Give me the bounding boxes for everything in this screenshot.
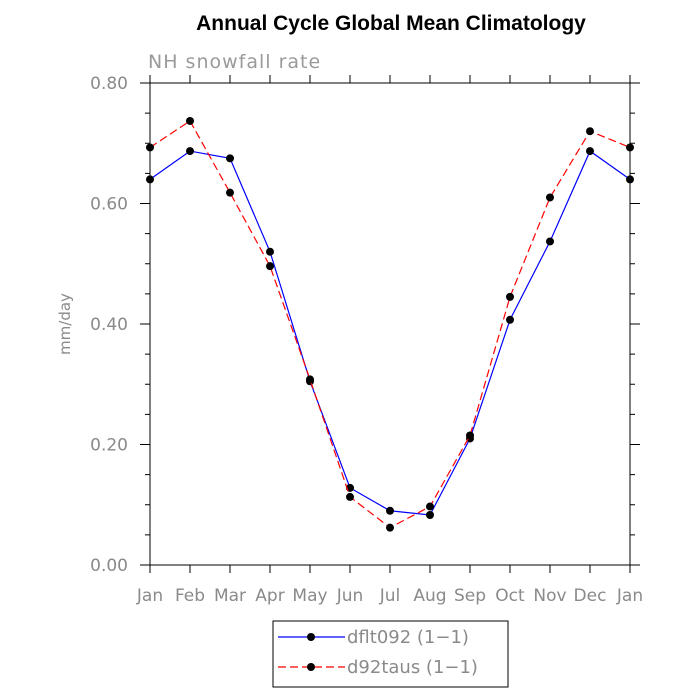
data-point — [626, 143, 634, 152]
data-point — [586, 127, 594, 136]
y-tick-label: 0.80 — [90, 74, 128, 94]
data-point — [186, 116, 194, 125]
x-tick-label: Oct — [495, 586, 525, 606]
y-tick-label: 0.60 — [90, 195, 128, 215]
x-tick-label: Feb — [175, 586, 205, 606]
data-point — [426, 502, 434, 511]
data-point — [186, 147, 194, 156]
x-tick-label: Jul — [379, 586, 401, 606]
x-tick-label: Sep — [454, 586, 486, 606]
data-point — [386, 506, 394, 515]
y-tick-labels: 0.00 0.20 0.40 0.60 0.80 — [90, 74, 128, 576]
x-tick-label: Mar — [214, 586, 246, 606]
data-point — [266, 262, 274, 271]
legend-entry-1: dflt092 (1−1) — [278, 627, 469, 648]
y-tick-label: 0.40 — [90, 315, 128, 335]
plot-frame — [149, 82, 631, 566]
legend-box — [272, 620, 509, 688]
x-tick-labels: Jan Feb Mar Apr May Jun Jul Aug Sep Oct Nov Dec Jan — [136, 586, 643, 606]
data-point — [146, 175, 154, 184]
data-point — [426, 510, 434, 519]
x-tick-label: May — [292, 586, 327, 606]
y-tick-label: 0.20 — [90, 436, 128, 456]
data-point — [306, 375, 314, 384]
data-point — [386, 523, 394, 532]
data-point — [506, 315, 514, 324]
data-point — [506, 292, 514, 301]
data-point — [546, 193, 554, 202]
data-point — [266, 247, 274, 256]
data-point — [626, 175, 634, 184]
legend: dflt092 (1−1) d92taus (1−1) — [272, 620, 509, 688]
data-point — [586, 147, 594, 156]
series-2 — [146, 116, 634, 532]
legend-entry-2: d92taus (1−1) — [278, 657, 478, 678]
legend-label: dflt092 (1−1) — [347, 627, 469, 648]
x-tick-label: Jan — [616, 586, 643, 606]
y-tick-label: 0.00 — [90, 556, 128, 576]
legend-marker — [307, 663, 315, 671]
data-point — [546, 237, 554, 246]
series-1 — [146, 147, 634, 519]
data-point — [226, 188, 234, 197]
data-point — [466, 431, 474, 440]
x-tick-label: Nov — [533, 586, 566, 606]
legend-marker — [307, 633, 315, 641]
series-layer — [146, 116, 634, 532]
data-point — [146, 143, 154, 152]
data-point — [346, 492, 354, 501]
x-tick-label: Dec — [574, 586, 607, 606]
y-axis-label: mm/day — [56, 293, 74, 355]
x-tick-label: Jan — [136, 586, 163, 606]
chart-title: Annual Cycle Global Mean Climatology — [196, 12, 586, 35]
x-tick-label: Apr — [255, 586, 284, 606]
series-line — [149, 120, 631, 529]
chart-subtitle: NH snowfall rate — [148, 51, 321, 73]
x-tick-label: Aug — [413, 586, 446, 606]
x-tick-label: Jun — [336, 586, 364, 606]
series-line — [149, 150, 631, 516]
axis-ticks — [140, 75, 640, 573]
data-point — [226, 154, 234, 163]
legend-label: d92taus (1−1) — [347, 657, 478, 678]
